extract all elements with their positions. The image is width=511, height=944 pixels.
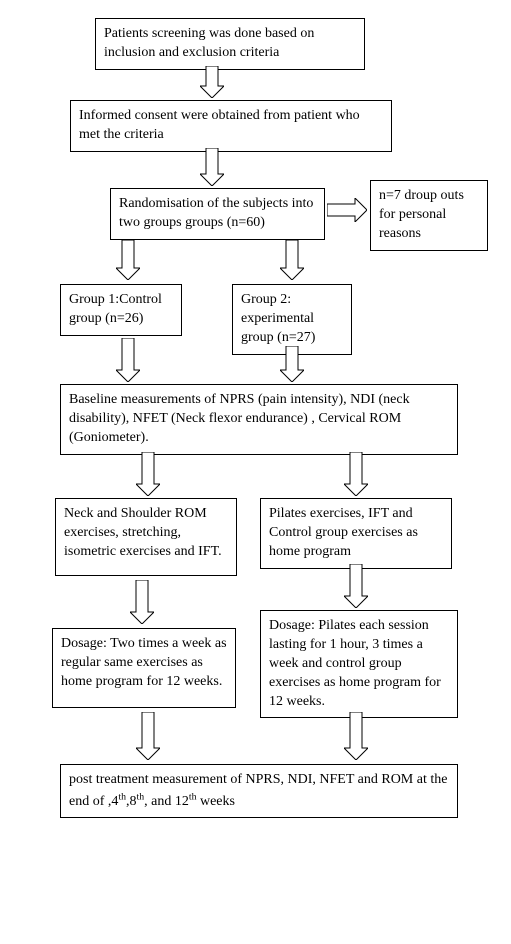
box-int2: Pilates exercises, IFT and Control group…: [260, 498, 452, 569]
box-group2-text: Group 2: experimental group (n=27): [241, 292, 315, 345]
box-baseline-text: Baseline measurements of NPRS (pain inte…: [69, 392, 410, 445]
a-random-g2: [280, 240, 304, 280]
a-baseline-int1: [136, 452, 160, 496]
box-dose2: Dosage: Pilates each session lasting for…: [260, 610, 458, 718]
box-int1: Neck and Shoulder ROM exercises, stretch…: [55, 498, 237, 576]
a-dose2-post: [344, 712, 368, 760]
box-dose1: Dosage: Two times a week as regular same…: [52, 628, 236, 708]
box-dose2-text: Dosage: Pilates each session lasting for…: [269, 618, 441, 709]
box-group1-text: Group 1:Control group (n=26): [69, 292, 162, 326]
a-g2-baseline: [280, 346, 304, 382]
box-consent-text: Informed consent were obtained from pati…: [79, 108, 360, 142]
box-group2: Group 2: experimental group (n=27): [232, 284, 352, 355]
box-screening: Patients screening was done based on inc…: [95, 18, 365, 70]
a-dose1-post: [136, 712, 160, 760]
box-random-text: Randomisation of the subjects into two g…: [119, 196, 313, 230]
a-g1-baseline: [116, 338, 140, 382]
a-baseline-int2: [344, 452, 368, 496]
box-post: post treatment measurement of NPRS, NDI,…: [60, 764, 458, 818]
a-int2-dose2: [344, 564, 368, 608]
box-screening-text: Patients screening was done based on inc…: [104, 26, 314, 60]
box-dose1-text: Dosage: Two times a week as regular same…: [61, 636, 227, 689]
a-random-g1: [116, 240, 140, 280]
box-dropout-text: n=7 droup outs for personal reasons: [379, 188, 464, 241]
a-random-dropout: [327, 198, 367, 222]
a-consent-random: [200, 148, 224, 186]
box-int1-text: Neck and Shoulder ROM exercises, stretch…: [64, 506, 222, 559]
box-group1: Group 1:Control group (n=26): [60, 284, 182, 336]
box-dropout: n=7 droup outs for personal reasons: [370, 180, 488, 251]
box-post-text: post treatment measurement of NPRS, NDI,…: [69, 772, 447, 809]
box-baseline: Baseline measurements of NPRS (pain inte…: [60, 384, 458, 455]
box-consent: Informed consent were obtained from pati…: [70, 100, 392, 152]
box-int2-text: Pilates exercises, IFT and Control group…: [269, 506, 418, 559]
a-screening-consent: [200, 66, 224, 98]
box-random: Randomisation of the subjects into two g…: [110, 188, 325, 240]
a-int1-dose1: [130, 580, 154, 624]
